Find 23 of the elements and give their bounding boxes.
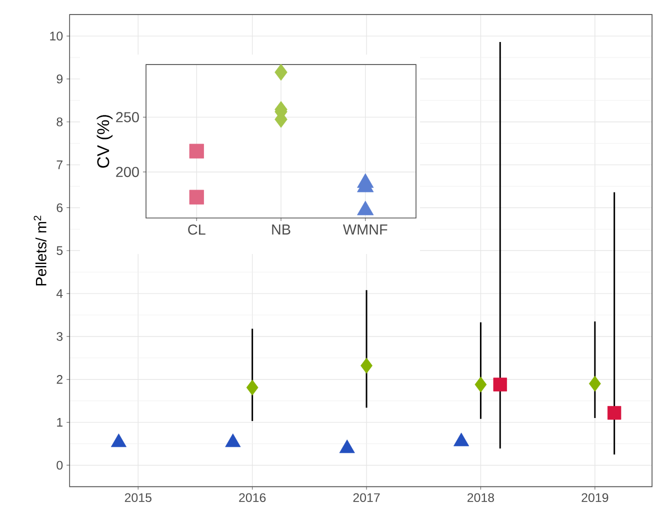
x-tick-label: 2017 <box>353 493 380 502</box>
y-tick-label: 4 <box>56 289 63 298</box>
y-tick-label: 6 <box>56 203 63 212</box>
y-tick-label: 7 <box>56 160 62 170</box>
x-tick-label: CL <box>188 224 206 235</box>
y-tick-label: 250 <box>116 112 139 122</box>
y-tick-label: 9 <box>56 74 63 84</box>
x-tick-label: WMNF <box>342 224 388 234</box>
y-tick-label: 3 <box>56 332 63 341</box>
y-tick-label: 1 <box>57 418 62 427</box>
x-tick-label: 2018 <box>467 493 494 502</box>
y-axis-title: CV (%) <box>96 115 113 168</box>
x-tick-label: 2015 <box>124 493 152 502</box>
y-tick-label: 5 <box>56 246 63 255</box>
x-tick-label: 2019 <box>582 493 608 502</box>
x-tick-label: 2016 <box>239 493 266 502</box>
y-tick-label: 8 <box>56 117 63 126</box>
y-tick-label: 2 <box>56 375 62 384</box>
y-tick-label: 200 <box>116 166 139 178</box>
y-tick-label: 10 <box>50 32 63 40</box>
y-axis-title: Pellets/ m$^{2}$ <box>34 216 46 286</box>
x-tick-label: NB <box>272 224 290 234</box>
y-tick-label: 0 <box>56 460 63 470</box>
